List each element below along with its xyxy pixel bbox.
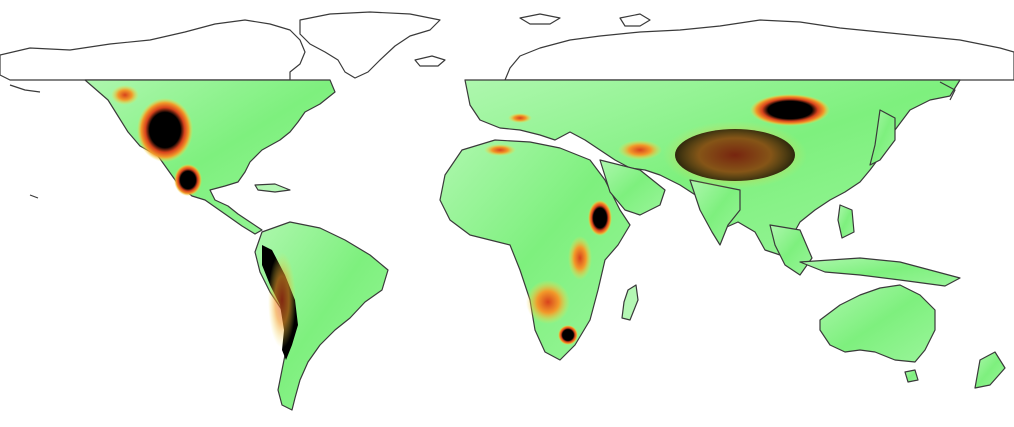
philippines [837, 204, 855, 239]
mexico-highlands [174, 164, 202, 196]
arctic-outlines [0, 11, 1014, 81]
arctic-canada-outline [0, 19, 306, 81]
madagascar [621, 284, 639, 321]
oceania [819, 284, 1006, 389]
japan [869, 109, 896, 166]
alaska-range [111, 85, 139, 105]
tasmania [904, 369, 919, 383]
north-america [9, 79, 336, 235]
mongolian-plateau [750, 94, 830, 126]
new-zealand [974, 351, 1006, 389]
caucasus-iran-highlands [618, 140, 662, 160]
rockies-high [137, 98, 193, 162]
india [689, 179, 741, 246]
cuba [254, 183, 291, 193]
indonesia [799, 257, 961, 287]
drakensberg [558, 325, 578, 345]
south-america [254, 221, 389, 411]
east-african-highlands [568, 236, 592, 280]
eurasia [464, 79, 961, 287]
africa-land [439, 139, 631, 361]
novaya-zemlya-outline [619, 13, 651, 27]
atlas-mountains [484, 144, 516, 156]
southern-africa-plateau [526, 280, 570, 324]
svalbard-outline [519, 13, 561, 25]
aleutian-islands [9, 84, 41, 199]
ethiopian-highlands [588, 200, 612, 236]
australia [819, 284, 936, 363]
tibet-margin [663, 121, 807, 189]
andes-margin [268, 252, 296, 348]
kamchatka-coast [939, 81, 956, 101]
eurasia-north-outline [504, 19, 1014, 81]
alps [508, 113, 532, 123]
iceland-outline [414, 55, 446, 67]
africa [439, 139, 639, 361]
greenland-outline [299, 11, 441, 79]
arabian-peninsula [599, 159, 666, 216]
